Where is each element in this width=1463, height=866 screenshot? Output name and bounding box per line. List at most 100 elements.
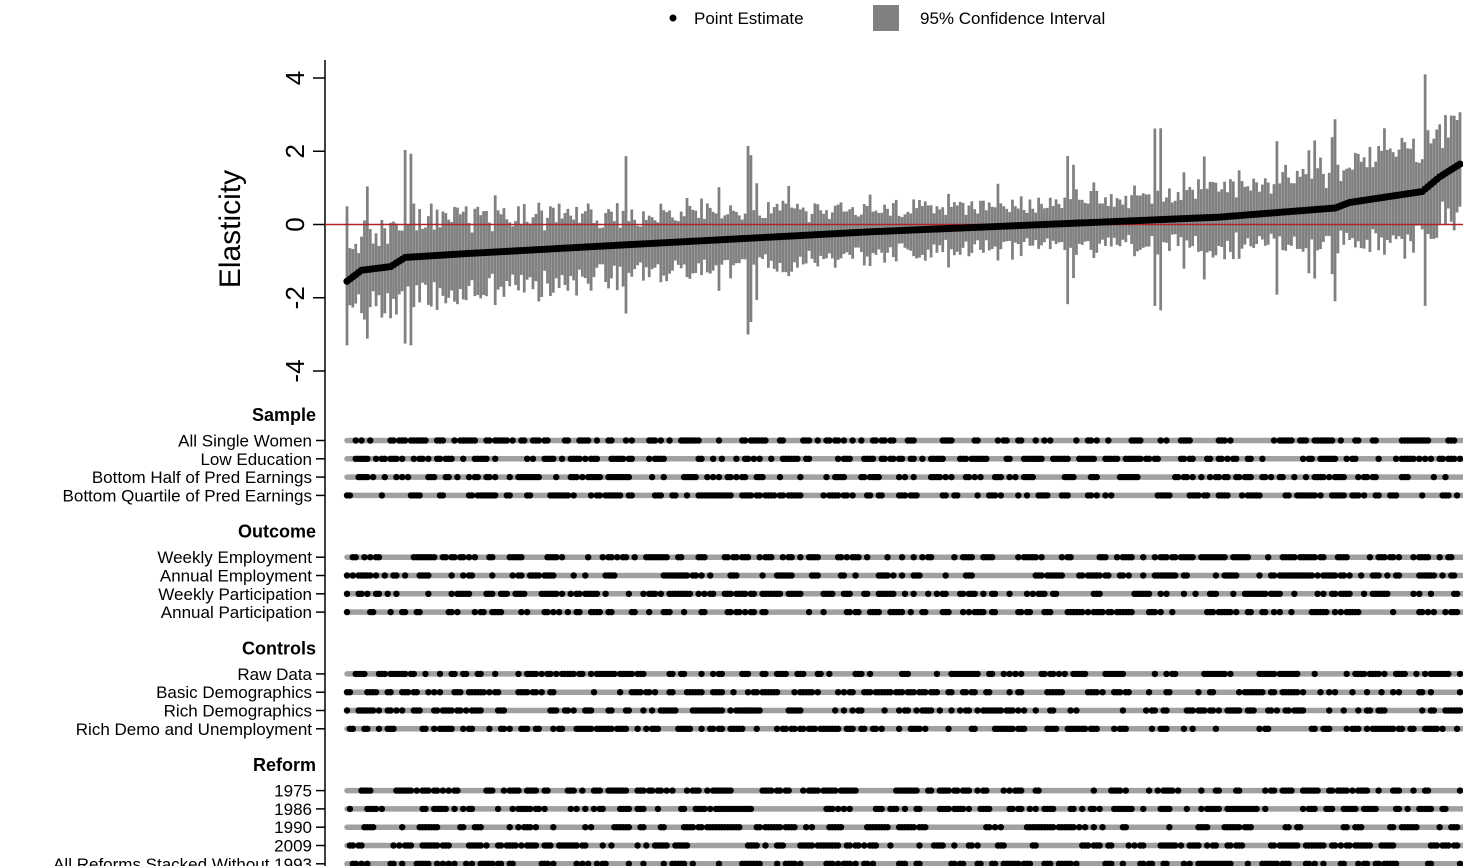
ci-bar [1356,153,1360,242]
indicator-dot [1372,805,1379,813]
indicator-dot [689,860,697,866]
indicator-dot [814,437,821,444]
indicator-dot [1355,492,1362,499]
indicator-dot [1084,608,1092,616]
indicator-row: Raw Data [237,665,1463,684]
indicator-dot [922,689,929,696]
indicator-dot [1079,805,1086,813]
ci-bar [1284,164,1288,251]
indicator-dot [965,473,973,481]
indicator-dot [680,608,688,616]
indicator-dot [1436,554,1443,561]
indicator-dot [945,608,952,616]
indicator-dot [1433,842,1440,849]
indicator-dot [782,670,790,678]
indicator-dot [1381,670,1388,678]
indicator-dot [1294,689,1301,696]
indicator-dot [895,707,903,714]
indicator-dot [1384,572,1391,579]
indicator-dot [759,572,766,579]
indicator-dot [457,689,464,696]
indicator-dot [367,554,374,561]
indicator-dot [1401,670,1408,678]
indicator-dot [611,670,618,678]
indicator-dot [1456,860,1463,866]
indicator-dot [1023,492,1031,499]
indicator-dot [1247,473,1254,481]
indicator-dot [1326,689,1333,696]
ci-bar [1223,181,1226,260]
indicator-dot [369,473,377,481]
y-tick-label: 2 [280,144,310,158]
indicator-dot [1430,572,1438,579]
indicator-dot [393,572,400,579]
indicator-dot [686,590,694,597]
indicator-dot [1119,572,1127,579]
indicator-dot [1442,608,1449,616]
indicator-dot [346,492,354,499]
indicator-dot [797,473,804,481]
indicator-dot [785,787,792,794]
indicator-dot [872,725,880,732]
indicator-dot [1392,455,1400,462]
indicator-dot [558,725,566,732]
indicator-dot [430,689,438,696]
indicator-dot [1029,473,1037,481]
indicator-dot [1427,860,1435,866]
indicator-dot [805,437,813,444]
indicator-dot [387,608,394,616]
indicator-dot [1430,608,1438,616]
indicator-dot [1058,689,1066,696]
group-title: Reform [253,755,316,775]
indicator-dot [381,670,388,678]
indicator-dot [497,608,505,616]
indicator-dot [608,707,615,714]
indicator-dot [971,590,978,597]
indicator-dot [1113,554,1121,561]
indicator-dot [497,842,505,849]
indicator-dot [1349,787,1356,794]
indicator-dot [492,473,499,481]
indicator-dot [1375,572,1382,579]
indicator-dot [974,707,981,714]
indicator-dot [541,805,548,813]
indicator-dot [797,707,804,714]
indicator-dot [1183,805,1191,813]
indicator-dot [1331,572,1339,579]
indicator-dot [910,590,917,597]
indicator-dot [358,437,365,444]
indicator-dot [753,689,760,696]
indicator-dot [863,554,871,561]
indicator-dot [881,707,888,714]
indicator-dot [1346,590,1353,597]
indicator-dot [631,608,638,616]
indicator-dot [648,473,656,481]
indicator-dot [378,492,386,499]
indicator-dot [1430,707,1438,714]
indicator-dot [1253,805,1260,813]
indicator-dot [430,725,438,732]
indicator-row: Basic Demographics [156,683,1463,702]
indicator-dot [1419,689,1426,696]
indicator-dot [1064,492,1071,499]
indicator-dot [887,842,894,849]
indicator-dot [1020,725,1028,732]
y-tick-label: -4 [280,359,310,382]
indicator-dot [1049,824,1057,831]
indicator-dot [1311,805,1318,813]
indicator-dot [695,787,702,794]
indicator-dot [1358,824,1365,831]
indicator-dot [422,725,429,732]
indicator-dot [489,787,496,794]
indicator-dot [907,608,914,616]
indicator-row: All Reforms Stacked Without 1993 [53,855,1463,866]
indicator-dot [1012,473,1019,481]
indicator-row-label: Bottom Half of Pred Earnings [92,468,312,487]
indicator-dot [526,824,534,831]
indicator-dot [733,572,740,579]
indicator-dot [695,437,702,444]
indicator-dot [1047,608,1054,616]
indicator-dot [375,707,383,714]
indicator-dot [535,572,542,579]
indicator-dot [593,590,601,597]
